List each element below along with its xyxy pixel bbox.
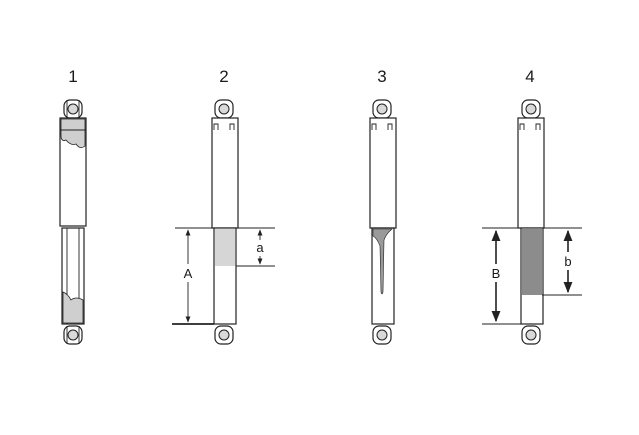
top-mount-eye-icon xyxy=(63,99,83,119)
figure-number-3: 3 xyxy=(377,67,386,86)
dimension-label-partial: b xyxy=(564,254,571,269)
upper-tube xyxy=(211,117,239,229)
oil-streak xyxy=(372,228,393,295)
bottom-mount-eye-icon xyxy=(372,325,392,345)
bottom-mount-eye-icon xyxy=(521,325,541,345)
upper-tube xyxy=(369,117,397,229)
figure-number-2: 2 xyxy=(219,67,228,86)
figure-number-1: 1 xyxy=(68,67,77,86)
shock-absorber-1: 1 xyxy=(59,67,87,345)
top-mount-eye-icon xyxy=(214,99,234,119)
oil-stain-lower xyxy=(62,291,84,324)
shock-absorber-2: 2 A a xyxy=(172,67,275,345)
dimension-label-total: B xyxy=(492,266,501,281)
shock-absorber-4: 4 B b xyxy=(482,67,582,345)
figure-number-4: 4 xyxy=(525,67,534,86)
top-mount-eye-icon xyxy=(521,99,541,119)
shock-absorber-3: 3 xyxy=(369,67,397,345)
light-oil-film xyxy=(215,229,235,266)
bottom-mount-eye-icon xyxy=(63,325,83,345)
heavy-oil-film xyxy=(522,229,542,295)
dimension-label-total: A xyxy=(184,266,193,281)
dimension-label-partial: a xyxy=(256,240,264,255)
upper-tube xyxy=(517,117,545,229)
top-mount-eye-icon xyxy=(372,99,392,119)
oil-stain-upper xyxy=(60,118,86,148)
bottom-mount-eye-icon xyxy=(214,325,234,345)
